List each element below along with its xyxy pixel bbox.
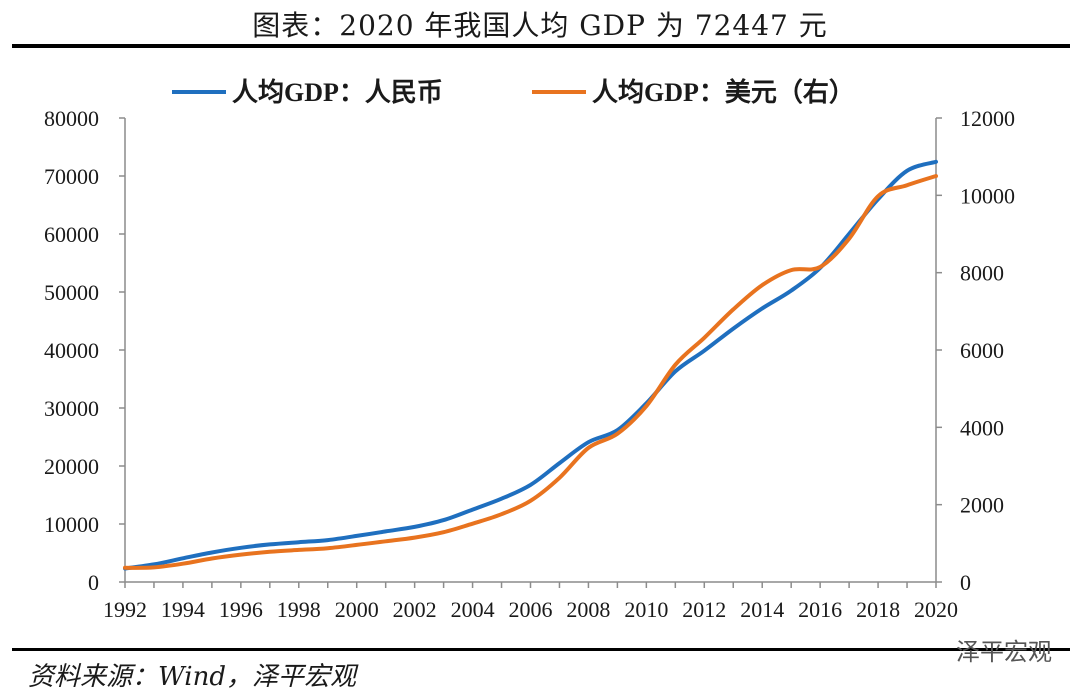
x-tick-label: 2016 — [798, 597, 842, 622]
right-tick-label: 8000 — [960, 261, 1004, 286]
legend-label-rmb: 人均GDP：人民币 — [232, 78, 443, 107]
chart-title: 图表：2020 年我国人均 GDP 为 72447 元 — [252, 9, 828, 42]
x-tick-label: 1998 — [277, 597, 321, 622]
left-tick-label: 0 — [88, 570, 99, 595]
x-tick-label: 2002 — [393, 597, 437, 622]
series-line-rmb — [123, 159, 938, 571]
x-tick-label: 2014 — [740, 597, 784, 622]
left-tick-label: 30000 — [44, 396, 99, 421]
left-tick-label: 50000 — [44, 280, 99, 305]
legend-label-usd: 人均GDP：美元（右） — [592, 77, 855, 107]
x-tick-label: 1994 — [161, 597, 205, 622]
left-tick-label: 10000 — [44, 512, 99, 537]
right-tick-label: 0 — [960, 570, 971, 595]
left-tick-label: 60000 — [44, 222, 99, 247]
x-tick-label: 2006 — [509, 597, 553, 622]
line-chart: 人均GDP：人民币 人均GDP：美元（右） 0100002000030000400… — [44, 77, 1015, 622]
x-tick-label: 1992 — [103, 597, 147, 622]
x-tick-label: 2018 — [856, 597, 900, 622]
x-tick-label: 2000 — [335, 597, 379, 622]
series-line-usd — [123, 174, 938, 570]
right-tick-label: 2000 — [960, 493, 1004, 518]
right-tick-label: 4000 — [960, 415, 1004, 440]
series-lines — [123, 159, 938, 571]
watermark: 泽平宏观 — [956, 638, 1052, 666]
top-rule — [12, 44, 1070, 48]
left-tick-label: 80000 — [44, 106, 99, 131]
left-tick-label: 40000 — [44, 338, 99, 363]
right-tick-label: 12000 — [960, 106, 1015, 131]
source-note: 资料来源：Wind，泽平宏观 — [28, 662, 356, 692]
left-tick-label: 20000 — [44, 454, 99, 479]
x-tick-label: 2008 — [566, 597, 610, 622]
x-tick-label: 2012 — [682, 597, 726, 622]
x-tick-label: 2004 — [451, 597, 495, 622]
bottom-rule — [12, 648, 1070, 651]
left-tick-label: 70000 — [44, 164, 99, 189]
x-tick-label: 2020 — [914, 597, 958, 622]
x-tick-label: 2010 — [624, 597, 668, 622]
right-tick-label: 10000 — [960, 183, 1015, 208]
legend: 人均GDP：人民币 人均GDP：美元（右） — [172, 77, 855, 107]
right-tick-label: 6000 — [960, 338, 1004, 363]
x-tick-label: 1996 — [219, 597, 263, 622]
axes: 0100002000030000400005000060000700008000… — [44, 106, 1015, 622]
